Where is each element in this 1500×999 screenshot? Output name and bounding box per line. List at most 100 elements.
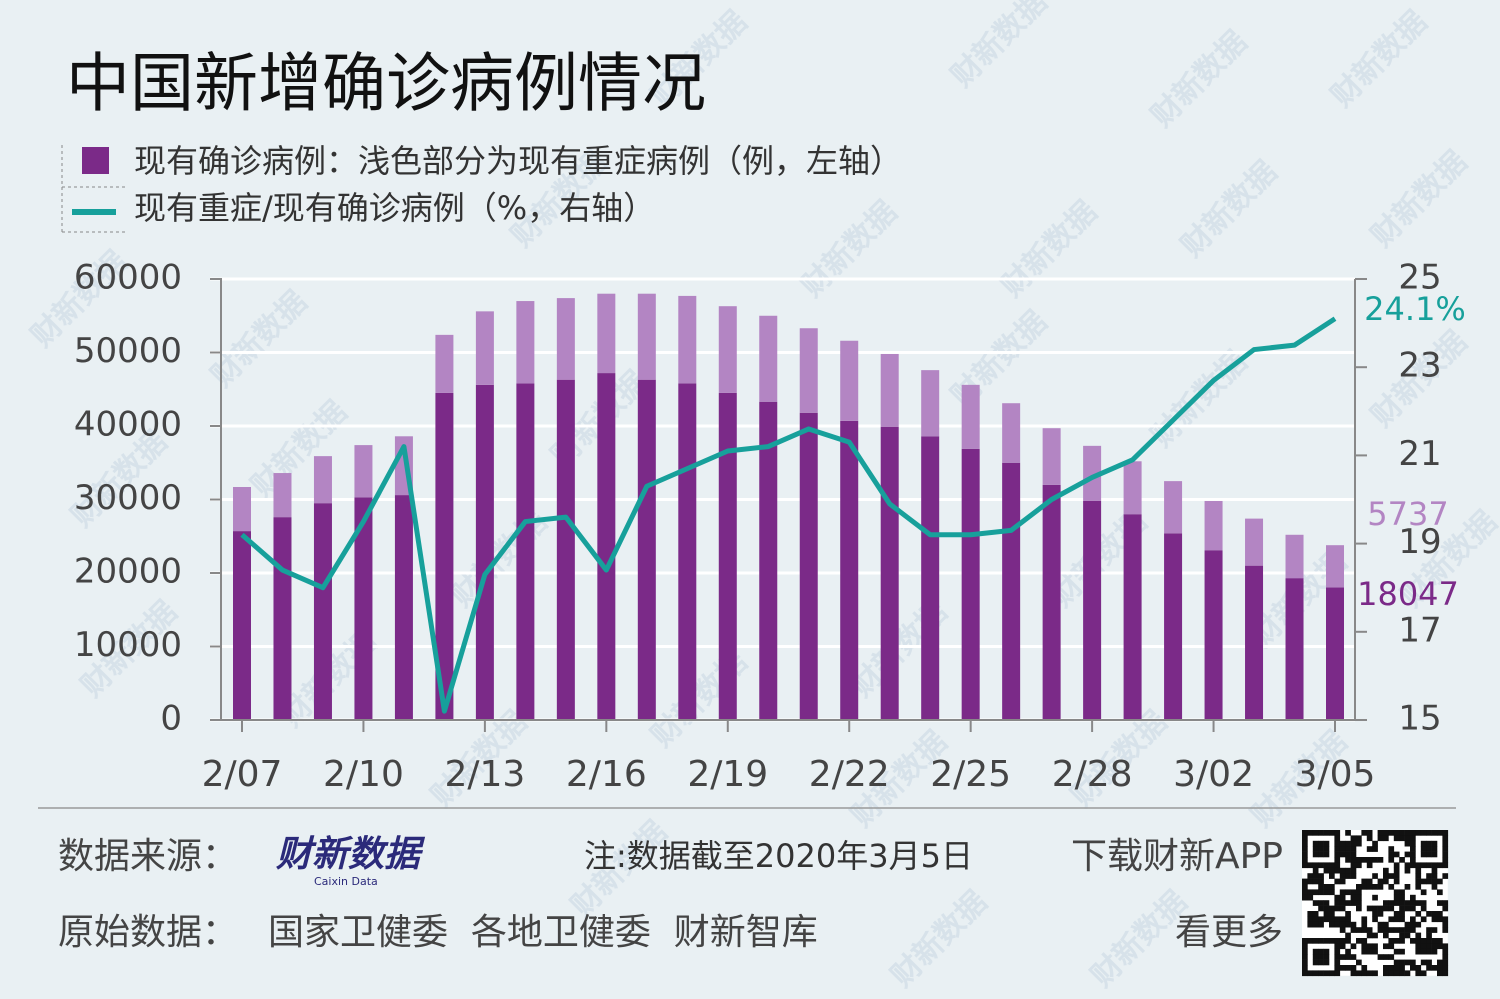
qr-code[interactable] xyxy=(1302,830,1449,977)
bar xyxy=(1123,461,1142,515)
qr-cell xyxy=(1361,938,1368,944)
bar xyxy=(1042,428,1061,485)
qr-cell xyxy=(1377,830,1384,836)
qr-cell xyxy=(1334,921,1341,928)
qr-cell xyxy=(1350,970,1357,977)
qr-cell xyxy=(1415,884,1422,890)
qr-cell xyxy=(1312,889,1319,896)
qr-cell xyxy=(1393,927,1400,933)
qr-cell xyxy=(1437,889,1443,896)
qr-cell xyxy=(1431,840,1438,847)
qr-cell xyxy=(1415,873,1422,879)
qr-cell xyxy=(1318,884,1324,890)
qr-cell xyxy=(1345,867,1351,874)
qr-cell xyxy=(1350,851,1357,858)
qr-cell xyxy=(1431,846,1438,852)
bar xyxy=(637,293,656,380)
qr-cell xyxy=(1312,867,1319,874)
qr-cell xyxy=(1420,889,1427,896)
qr-cell xyxy=(1334,943,1341,950)
legend-swatch xyxy=(82,147,109,174)
qr-cell xyxy=(1415,948,1422,955)
y2-tick-label: 25 xyxy=(1398,258,1441,298)
qr-cell xyxy=(1345,932,1351,939)
qr-cell xyxy=(1334,938,1341,944)
qr-cell xyxy=(1350,954,1357,960)
bar xyxy=(313,503,332,720)
qr-cell xyxy=(1404,867,1411,874)
qr-cell xyxy=(1334,878,1341,885)
qr-cell xyxy=(1431,884,1438,890)
qr-cell xyxy=(1410,830,1416,836)
line xyxy=(240,316,1337,714)
qr-cell xyxy=(1426,948,1432,955)
qr-cell xyxy=(1318,830,1324,836)
qr-cell xyxy=(1350,894,1357,901)
bar xyxy=(516,301,535,384)
qr-cell xyxy=(1377,878,1384,885)
bar xyxy=(799,328,818,413)
bar xyxy=(961,384,980,449)
qr-cell xyxy=(1312,921,1319,928)
y2-tick-label: 23 xyxy=(1398,346,1441,386)
qr-cell xyxy=(1426,840,1432,847)
qr-cell xyxy=(1415,862,1422,869)
qr-cell xyxy=(1312,948,1319,955)
qr-cell xyxy=(1442,905,1449,912)
qr-cell xyxy=(1377,921,1384,928)
qr-cell xyxy=(1302,851,1308,858)
qr-cell xyxy=(1404,905,1411,912)
qr-cell xyxy=(1442,965,1449,971)
qr-cell xyxy=(1410,846,1416,852)
qr-cell xyxy=(1323,905,1330,912)
qr-cell xyxy=(1334,954,1341,960)
qr-cell xyxy=(1431,927,1438,933)
qr-cell xyxy=(1388,916,1395,923)
bar xyxy=(1204,550,1223,720)
qr-cell xyxy=(1399,916,1405,923)
qr-cell xyxy=(1329,862,1335,869)
qr-cell xyxy=(1437,878,1443,885)
qr-cell xyxy=(1366,830,1373,836)
qr-cell xyxy=(1345,921,1351,928)
qr-cell xyxy=(1442,959,1449,966)
qr-cell xyxy=(1393,938,1400,944)
qr-cell xyxy=(1437,911,1443,917)
bar xyxy=(637,379,656,720)
raw-sources: 国家卫健委 各地卫健委 财新智库 xyxy=(268,912,818,953)
qr-cell xyxy=(1302,965,1308,971)
qr-cell xyxy=(1323,830,1330,836)
data-label: 24.1% xyxy=(1364,290,1466,328)
qr-cell xyxy=(1442,900,1449,906)
qr-cell xyxy=(1312,938,1319,944)
qr-cell xyxy=(1350,900,1357,906)
bar xyxy=(961,448,980,720)
qr-cell xyxy=(1410,921,1416,928)
x-tick-label: 2/19 xyxy=(687,754,768,795)
qr-cell xyxy=(1383,878,1389,885)
qr-cell xyxy=(1312,954,1319,960)
qr-cell xyxy=(1302,959,1308,966)
bar xyxy=(1326,587,1344,720)
qr-cell xyxy=(1420,948,1427,955)
qr-cell xyxy=(1404,830,1411,836)
qr-cell xyxy=(1323,970,1330,977)
qr-cell xyxy=(1372,857,1378,863)
qr-cell xyxy=(1426,943,1432,950)
qr-cell xyxy=(1388,884,1395,890)
qr-cell xyxy=(1318,959,1324,966)
qr-cell xyxy=(1415,900,1422,906)
qr-cell xyxy=(1410,894,1416,901)
qr-cell xyxy=(1372,846,1378,852)
qr-cell xyxy=(1437,965,1443,971)
qr-cell xyxy=(1426,862,1432,869)
qr-cell xyxy=(1415,921,1422,928)
bar xyxy=(233,531,251,720)
qr-cell xyxy=(1399,965,1405,971)
qr-cell xyxy=(1383,905,1389,912)
qr-cell xyxy=(1366,932,1373,939)
qr-cell xyxy=(1404,851,1411,858)
qr-cell xyxy=(1318,948,1324,955)
qr-cell xyxy=(1307,873,1314,879)
